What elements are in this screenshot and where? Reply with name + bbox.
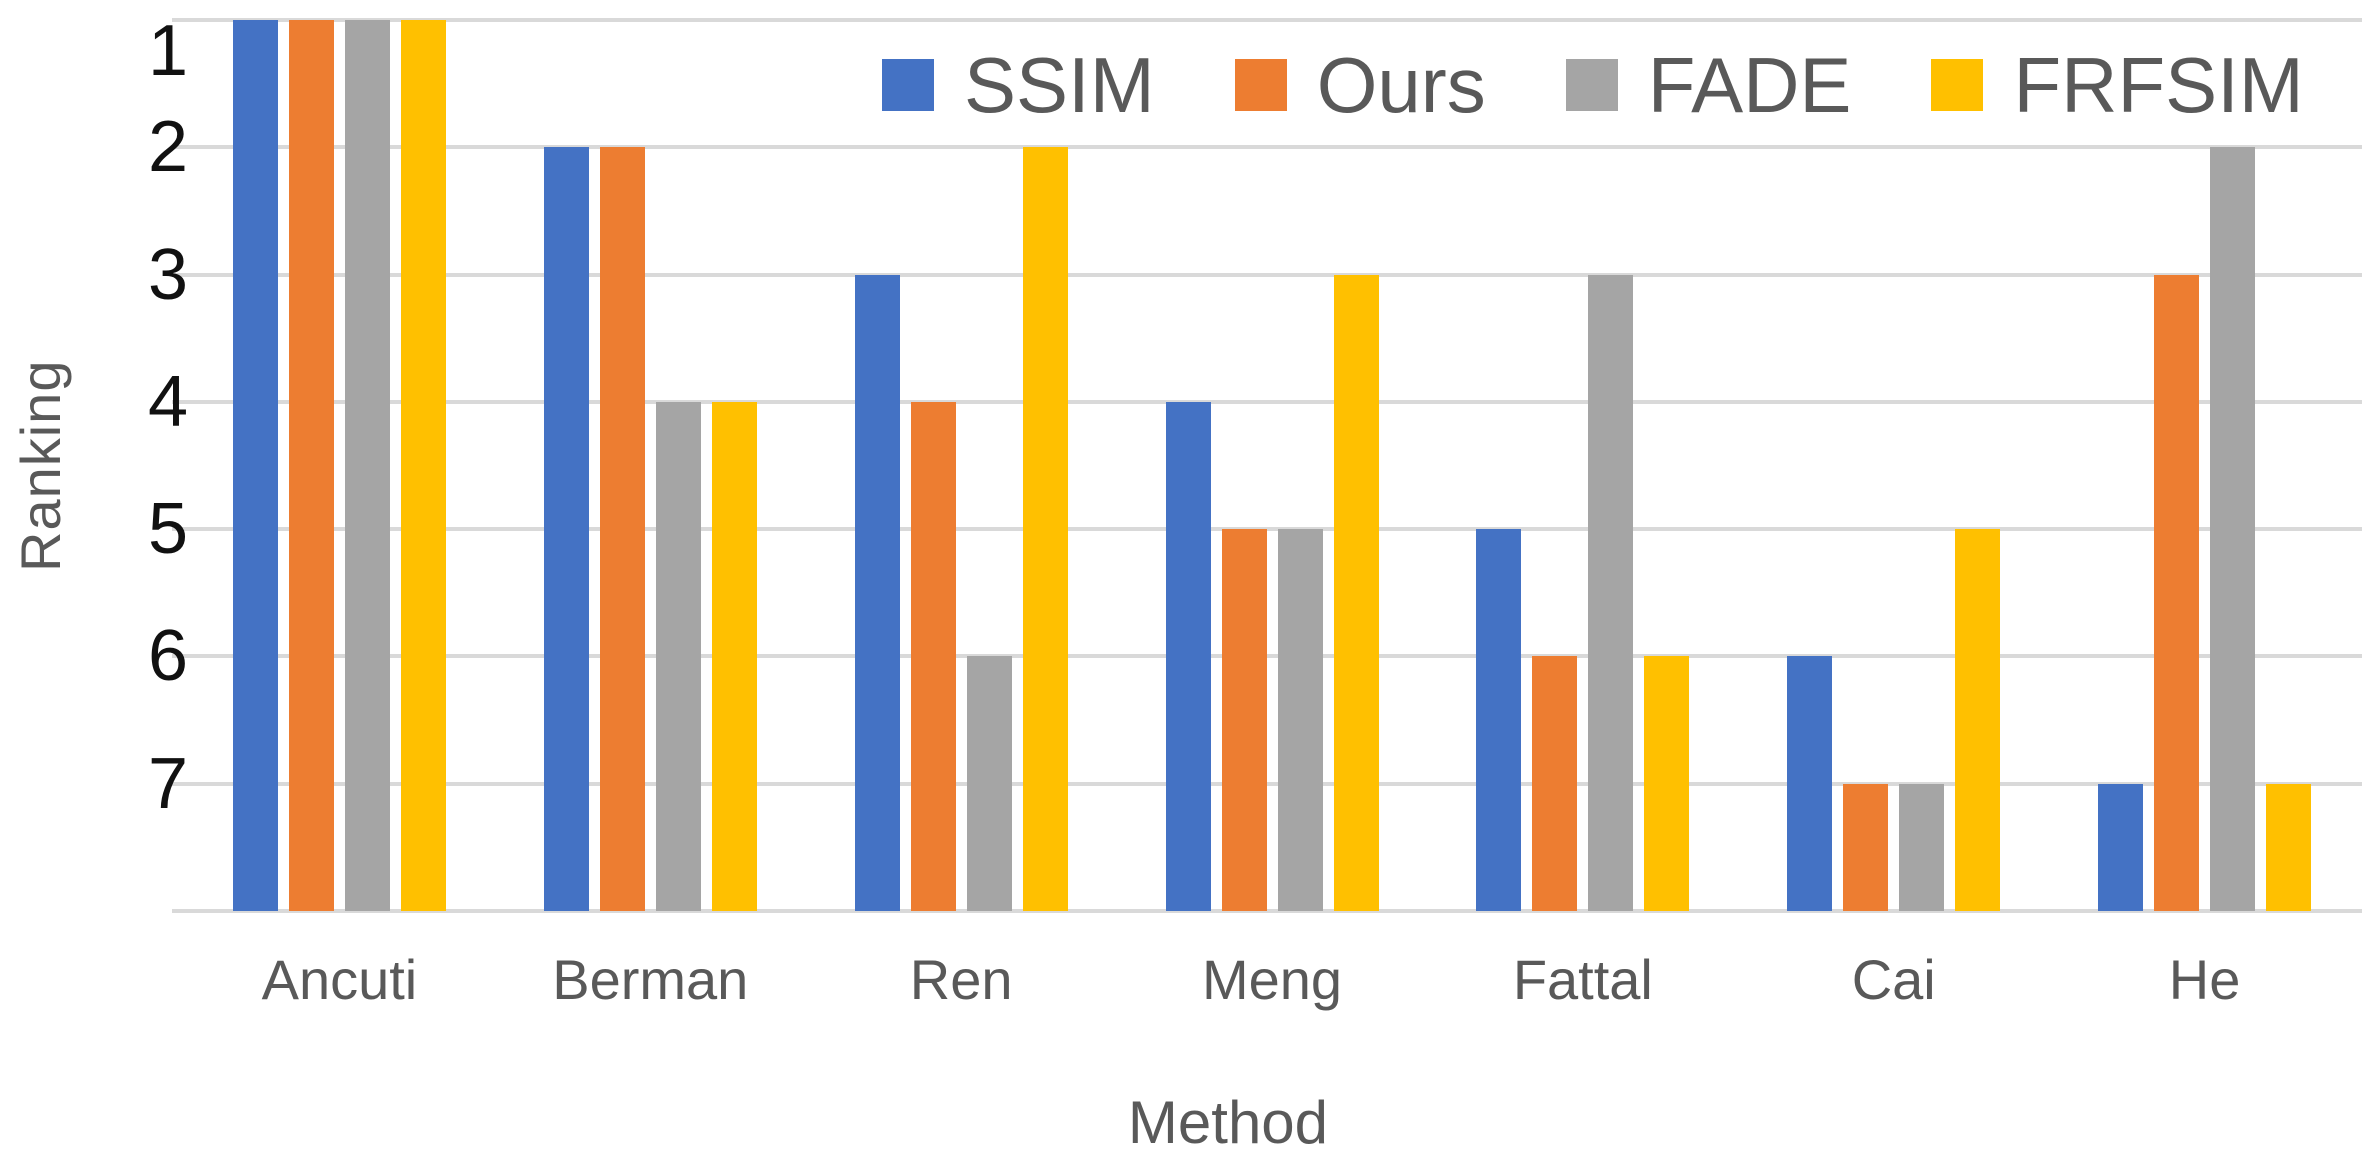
bar-group-ren <box>854 147 1068 911</box>
y-axis-title: Ranking <box>9 359 72 572</box>
bar-frfsim-berman <box>711 401 757 911</box>
gridline <box>172 272 2362 277</box>
bar-ssim-berman <box>543 147 589 911</box>
bar-fade-ancuti <box>344 20 390 911</box>
x-tick-label: Ren <box>909 948 1013 1011</box>
bar-fade-he <box>2210 147 2256 911</box>
bar-ours-ren <box>910 401 956 911</box>
x-tick-label: Cai <box>1851 948 1936 1011</box>
y-tick-label: 6 <box>147 616 188 697</box>
legend-swatch-icon <box>1931 59 1984 111</box>
legend-label: FRFSIM <box>2013 41 2304 129</box>
bar-group-berman <box>543 147 757 911</box>
bar-fade-meng <box>1277 529 1323 911</box>
x-tick-label: Fattal <box>1512 948 1653 1011</box>
bar-ours-he <box>2154 274 2200 911</box>
legend: SSIM Ours FADE FRFSIM <box>882 46 2304 124</box>
x-axis-line <box>172 909 2362 913</box>
bar-fade-fattal <box>1588 274 1634 911</box>
bar-group-fattal <box>1476 274 1690 911</box>
legend-item-frfsim: FRFSIM <box>1931 41 2304 129</box>
bar-frfsim-he <box>2266 783 2312 911</box>
legend-item-ssim: SSIM <box>882 46 1155 124</box>
bar-frfsim-fattal <box>1644 656 1690 911</box>
legend-item-fade: FADE <box>1565 41 1852 129</box>
bar-frfsim-ren <box>1022 147 1068 911</box>
bar-ssim-fattal <box>1476 529 1522 911</box>
bar-ssim-meng <box>1165 401 1211 911</box>
x-tick-label: Ancuti <box>261 948 418 1011</box>
legend-swatch-icon <box>882 59 934 111</box>
y-tick-label: 7 <box>147 743 188 824</box>
y-tick-label: 3 <box>147 234 188 315</box>
bar-ours-fattal <box>1532 656 1578 911</box>
bar-fade-berman <box>655 401 701 911</box>
gridline <box>172 654 2362 659</box>
gridline <box>172 781 2362 786</box>
x-tick-label: Meng <box>1201 948 1343 1011</box>
bar-frfsim-cai <box>1955 529 2001 911</box>
x-axis-title: Method <box>1127 1089 1329 1156</box>
bar-group-he <box>2098 147 2312 911</box>
bar-ours-meng <box>1221 529 1267 911</box>
x-tick-label: He <box>2168 948 2241 1011</box>
bar-group-ancuti <box>232 20 446 911</box>
legend-label: Ours <box>1316 41 1486 129</box>
bar-ours-ancuti <box>288 20 334 911</box>
legend-item-ours: Ours <box>1234 41 1486 129</box>
legend-label: SSIM <box>964 41 1155 129</box>
gridline <box>172 527 2362 532</box>
gridline <box>172 399 2362 404</box>
bar-frfsim-ancuti <box>400 20 446 911</box>
legend-swatch-icon <box>1234 59 1287 111</box>
bar-ssim-he <box>2098 783 2144 911</box>
gridline <box>172 145 2362 150</box>
y-tick-label: 2 <box>147 107 188 188</box>
bar-ssim-ren <box>854 274 900 911</box>
bar-ours-cai <box>1843 783 1889 911</box>
y-tick-label: 1 <box>147 11 188 91</box>
bar-ssim-ancuti <box>232 20 278 911</box>
bar-frfsim-meng <box>1333 274 1379 911</box>
bar-fade-ren <box>966 656 1012 911</box>
bar-group-cai <box>1787 529 2001 911</box>
gridline <box>172 18 2362 22</box>
y-tick-label: 5 <box>147 489 188 570</box>
bar-fade-cai <box>1899 783 1945 911</box>
bar-ours-berman <box>599 147 645 911</box>
x-tick-label: Berman <box>552 948 749 1011</box>
bar-group-meng <box>1165 274 1379 911</box>
legend-label: FADE <box>1647 41 1852 129</box>
legend-swatch-icon <box>1565 59 1618 111</box>
bar-ssim-cai <box>1787 656 1833 911</box>
y-tick-label: 4 <box>147 361 188 442</box>
